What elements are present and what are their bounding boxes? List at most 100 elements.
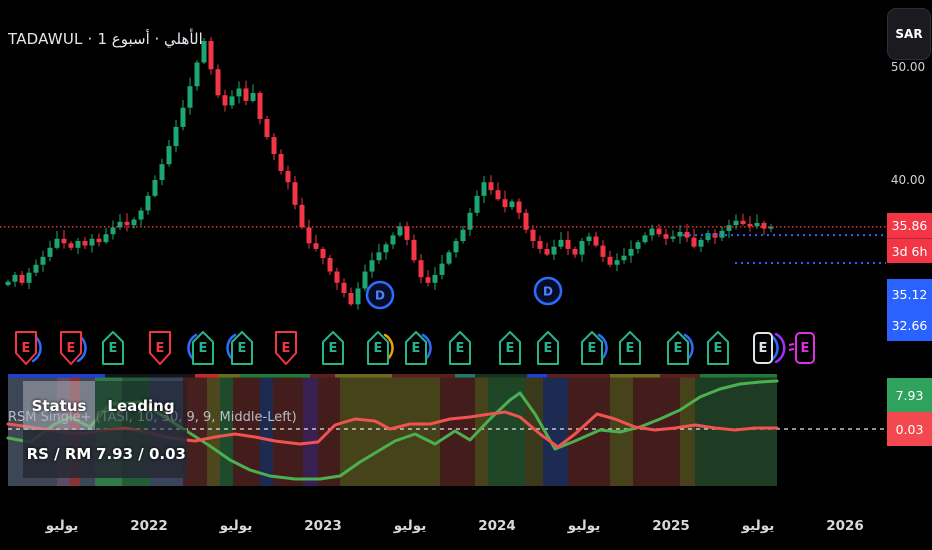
earnings-badge-letter: E [801, 341, 810, 356]
indicator-ribbon-segment [392, 374, 455, 378]
earnings-badge-icon[interactable] [499, 331, 521, 365]
candle-body [40, 256, 46, 265]
indicator-table-status-header: Status [23, 381, 95, 430]
candle-body [446, 252, 452, 264]
earnings-badge-icon[interactable] [60, 331, 82, 365]
indicator-table-status-value: Leading [95, 381, 187, 430]
candle-body [173, 126, 179, 147]
earnings-badge-icon[interactable] [795, 332, 815, 364]
candle-body [642, 235, 648, 243]
indicator-table-rsrm-value: 7.93 / 0.03 [95, 430, 187, 478]
candle-body [355, 288, 361, 305]
candle-body [222, 95, 228, 106]
currency-sar-button[interactable]: SAR [887, 8, 931, 60]
candle-body [264, 118, 270, 138]
candle-body [180, 107, 186, 127]
time-axis-label: 2023 [304, 518, 342, 534]
candle-body [229, 96, 235, 106]
time-axis-label: يوليو [741, 518, 775, 534]
earnings-badge-letter: E [544, 341, 553, 356]
candle-body [453, 241, 459, 253]
symbol-title[interactable]: TADAWUL · الأهلي · أسبوع 1 [8, 30, 203, 48]
earnings-badge-icon[interactable] [15, 331, 37, 365]
candle-body [551, 246, 557, 255]
time-axis[interactable]: يوليو 2022 يوليو 2023 يوليو 2024 يوليو 2025 يولي… [0, 505, 932, 550]
candle-body [677, 231, 683, 237]
earnings-badge-icon[interactable] [581, 331, 603, 365]
indicator-ribbon-segment [310, 374, 335, 378]
candle-body [152, 180, 158, 196]
candle-body [194, 62, 200, 87]
earnings-badge-icon[interactable] [322, 331, 344, 365]
earnings-badge-icon[interactable] [667, 331, 689, 365]
candle-body [327, 257, 333, 272]
candle-body [5, 281, 11, 286]
candle-body [467, 212, 473, 230]
candle-body [754, 222, 760, 227]
candle-body [215, 69, 221, 96]
earnings-badge-icon[interactable] [753, 332, 773, 364]
earnings-badge-icon[interactable] [449, 331, 471, 365]
candle-body [502, 199, 508, 208]
earnings-badge-letter: E [588, 341, 597, 356]
alert-price-label-1[interactable]: 35.12 [887, 279, 932, 310]
time-axis-label: 2026 [826, 518, 864, 534]
earnings-badge-letter: E [282, 341, 291, 356]
earnings-badge-icon[interactable] [231, 331, 253, 365]
bar-countdown-label: 3d 6h [887, 238, 932, 263]
candle-body [376, 252, 382, 261]
earnings-badge-letter: E [759, 341, 768, 356]
candle-body [516, 201, 522, 213]
candle-body [19, 274, 25, 283]
candle-body [663, 234, 669, 239]
indicator-bg-stripe [220, 374, 233, 486]
earnings-badge-icon[interactable] [192, 331, 214, 365]
candle-body [124, 221, 130, 226]
candle-body [313, 243, 319, 249]
indicator-ribbon-segment [335, 374, 392, 378]
candle-body [509, 201, 515, 208]
candle-body [257, 92, 263, 119]
candle-body [698, 239, 704, 247]
earnings-badge-icon[interactable] [707, 331, 729, 365]
candle-body [649, 228, 655, 236]
candle-body [530, 229, 536, 242]
candle-body [285, 170, 291, 183]
candle-body [628, 248, 634, 256]
candle-body [726, 225, 732, 231]
candle-body [488, 182, 494, 191]
earnings-badge-icon[interactable] [275, 331, 297, 365]
earnings-badge-letter: E [374, 341, 383, 356]
indicator-bg-stripe [543, 374, 568, 486]
earnings-badge-letter: E [626, 341, 635, 356]
indicator-bg-stripe [440, 374, 475, 486]
candle-body [670, 236, 676, 239]
candle-body [166, 146, 172, 165]
indicator-ribbon-segment [527, 374, 547, 378]
alert-price-label-2[interactable]: 32.66 [887, 310, 932, 341]
candle-body [572, 248, 578, 255]
candle-body [747, 224, 753, 227]
earnings-badge-icon[interactable] [149, 331, 171, 365]
candle-body [411, 239, 417, 261]
indicator-ribbon-segment [455, 374, 475, 378]
candle-body [138, 210, 144, 220]
dividend-d-icon[interactable] [533, 276, 563, 306]
earnings-badge-icon[interactable] [102, 331, 124, 365]
candle-body [26, 272, 32, 283]
dividend-d-icon[interactable] [365, 280, 395, 310]
candle-body [33, 264, 39, 273]
indicator-bg-stripe [273, 374, 303, 486]
candle-body [656, 228, 662, 235]
earnings-badge-icon[interactable] [367, 331, 389, 365]
time-axis-label: 2022 [130, 518, 168, 534]
earnings-badge-letter: E [506, 341, 515, 356]
candle-body [89, 238, 95, 246]
earnings-badge-icon[interactable] [619, 331, 641, 365]
earnings-badge-icon[interactable] [405, 331, 427, 365]
candle-body [187, 86, 193, 108]
candle-body [439, 263, 445, 275]
price-tick-40: 40.00 [890, 173, 926, 187]
candle-body [75, 241, 81, 248]
earnings-badge-icon[interactable] [537, 331, 559, 365]
